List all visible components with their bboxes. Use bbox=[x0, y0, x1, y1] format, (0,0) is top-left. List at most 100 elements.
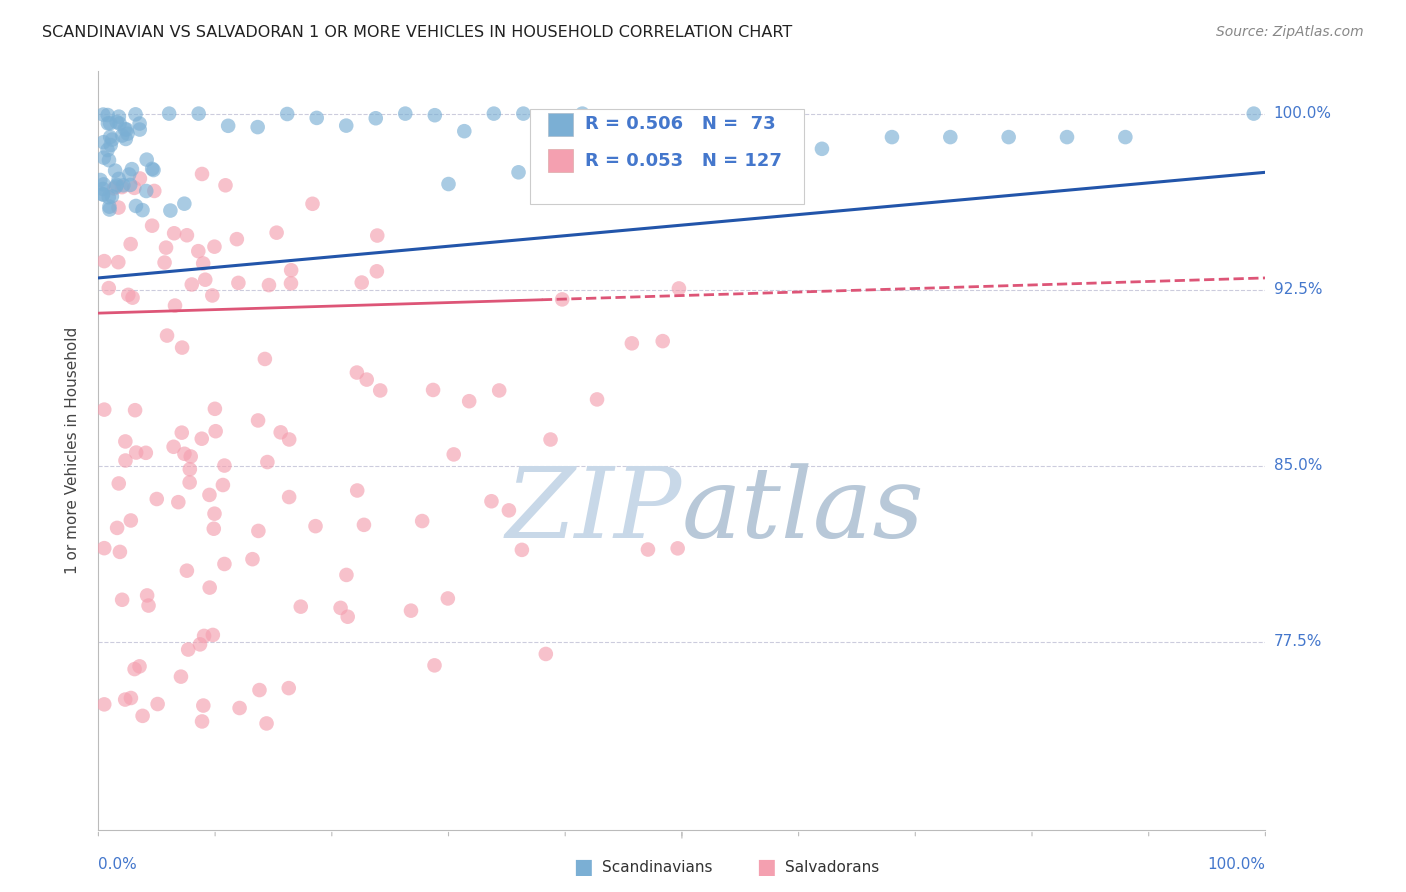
Point bbox=[498, 503, 520, 517]
Point bbox=[112, 178, 135, 193]
Point bbox=[163, 227, 186, 241]
Point bbox=[120, 237, 142, 252]
Point bbox=[191, 714, 214, 729]
Point bbox=[600, 115, 623, 129]
Point bbox=[651, 334, 673, 348]
Point bbox=[228, 701, 250, 715]
Point bbox=[256, 455, 278, 469]
Point bbox=[135, 446, 157, 460]
Point bbox=[98, 116, 121, 130]
Point bbox=[93, 178, 115, 192]
Point bbox=[91, 182, 114, 196]
Point bbox=[458, 394, 481, 409]
Point bbox=[124, 181, 146, 195]
Text: R = 0.053   N = 127: R = 0.053 N = 127 bbox=[585, 152, 782, 169]
Point bbox=[247, 413, 270, 427]
Point bbox=[101, 189, 124, 203]
Point bbox=[305, 111, 328, 125]
Point bbox=[193, 629, 215, 643]
Point bbox=[204, 507, 226, 521]
Point bbox=[105, 521, 128, 535]
Text: Scandinavians: Scandinavians bbox=[602, 860, 713, 874]
Point bbox=[198, 581, 221, 595]
Point bbox=[811, 142, 834, 156]
Point bbox=[115, 122, 138, 136]
Point bbox=[180, 450, 202, 464]
FancyBboxPatch shape bbox=[548, 113, 574, 136]
Point bbox=[118, 168, 141, 182]
Point bbox=[586, 392, 609, 407]
Point bbox=[124, 403, 146, 417]
Point bbox=[108, 116, 131, 130]
Point bbox=[91, 187, 114, 202]
Point bbox=[423, 108, 446, 122]
Point bbox=[96, 143, 118, 157]
Point bbox=[141, 161, 163, 176]
Text: R = 0.506   N =  73: R = 0.506 N = 73 bbox=[585, 115, 776, 134]
Point bbox=[107, 255, 129, 269]
Point bbox=[98, 202, 121, 217]
Point bbox=[128, 659, 150, 673]
Point bbox=[176, 228, 198, 243]
Point bbox=[111, 128, 134, 143]
Point bbox=[98, 200, 121, 214]
Point bbox=[880, 130, 903, 145]
Point bbox=[103, 181, 125, 195]
Point bbox=[668, 281, 690, 295]
Point bbox=[190, 432, 212, 446]
Point bbox=[107, 476, 129, 491]
Point bbox=[91, 187, 114, 202]
Point bbox=[204, 424, 226, 438]
Point bbox=[143, 184, 166, 198]
Point bbox=[214, 178, 236, 193]
Point bbox=[204, 401, 226, 416]
Text: Source: ZipAtlas.com: Source: ZipAtlas.com bbox=[1216, 25, 1364, 39]
Point bbox=[253, 351, 276, 366]
Point bbox=[120, 691, 142, 706]
Point bbox=[105, 179, 128, 194]
Y-axis label: 1 or more Vehicles in Household: 1 or more Vehicles in Household bbox=[65, 326, 80, 574]
Point bbox=[173, 196, 195, 211]
Point bbox=[423, 658, 446, 673]
Point bbox=[437, 591, 460, 606]
Point bbox=[270, 425, 292, 440]
Point bbox=[131, 203, 153, 218]
Point bbox=[399, 604, 422, 618]
Point bbox=[257, 278, 280, 293]
Text: ■: ■ bbox=[574, 857, 593, 877]
Point bbox=[571, 106, 593, 120]
Point bbox=[104, 163, 127, 178]
Point bbox=[105, 178, 128, 192]
Text: 85.0%: 85.0% bbox=[1274, 458, 1322, 474]
Point bbox=[280, 263, 302, 277]
Text: ■: ■ bbox=[756, 857, 776, 877]
Point bbox=[135, 153, 157, 167]
Point bbox=[225, 232, 247, 246]
Text: 100.0%: 100.0% bbox=[1208, 857, 1265, 872]
Point bbox=[198, 488, 221, 502]
Point bbox=[1114, 130, 1136, 145]
Point bbox=[117, 288, 139, 302]
Point bbox=[93, 151, 115, 165]
Point bbox=[214, 458, 236, 473]
Point bbox=[145, 491, 167, 506]
Point bbox=[114, 434, 136, 449]
Point bbox=[508, 165, 530, 179]
Point bbox=[666, 541, 689, 556]
Point bbox=[162, 440, 184, 454]
Point bbox=[111, 592, 134, 607]
Point bbox=[512, 106, 534, 120]
Point bbox=[128, 117, 150, 131]
Point bbox=[336, 609, 359, 624]
Point bbox=[191, 167, 214, 181]
Point bbox=[193, 698, 215, 713]
Point bbox=[155, 241, 177, 255]
Point bbox=[107, 172, 129, 186]
Point bbox=[131, 709, 153, 723]
Point bbox=[730, 142, 752, 156]
Point bbox=[124, 107, 146, 121]
Point bbox=[356, 373, 378, 387]
Point bbox=[117, 127, 139, 141]
Point bbox=[353, 517, 375, 532]
Point bbox=[346, 483, 368, 498]
